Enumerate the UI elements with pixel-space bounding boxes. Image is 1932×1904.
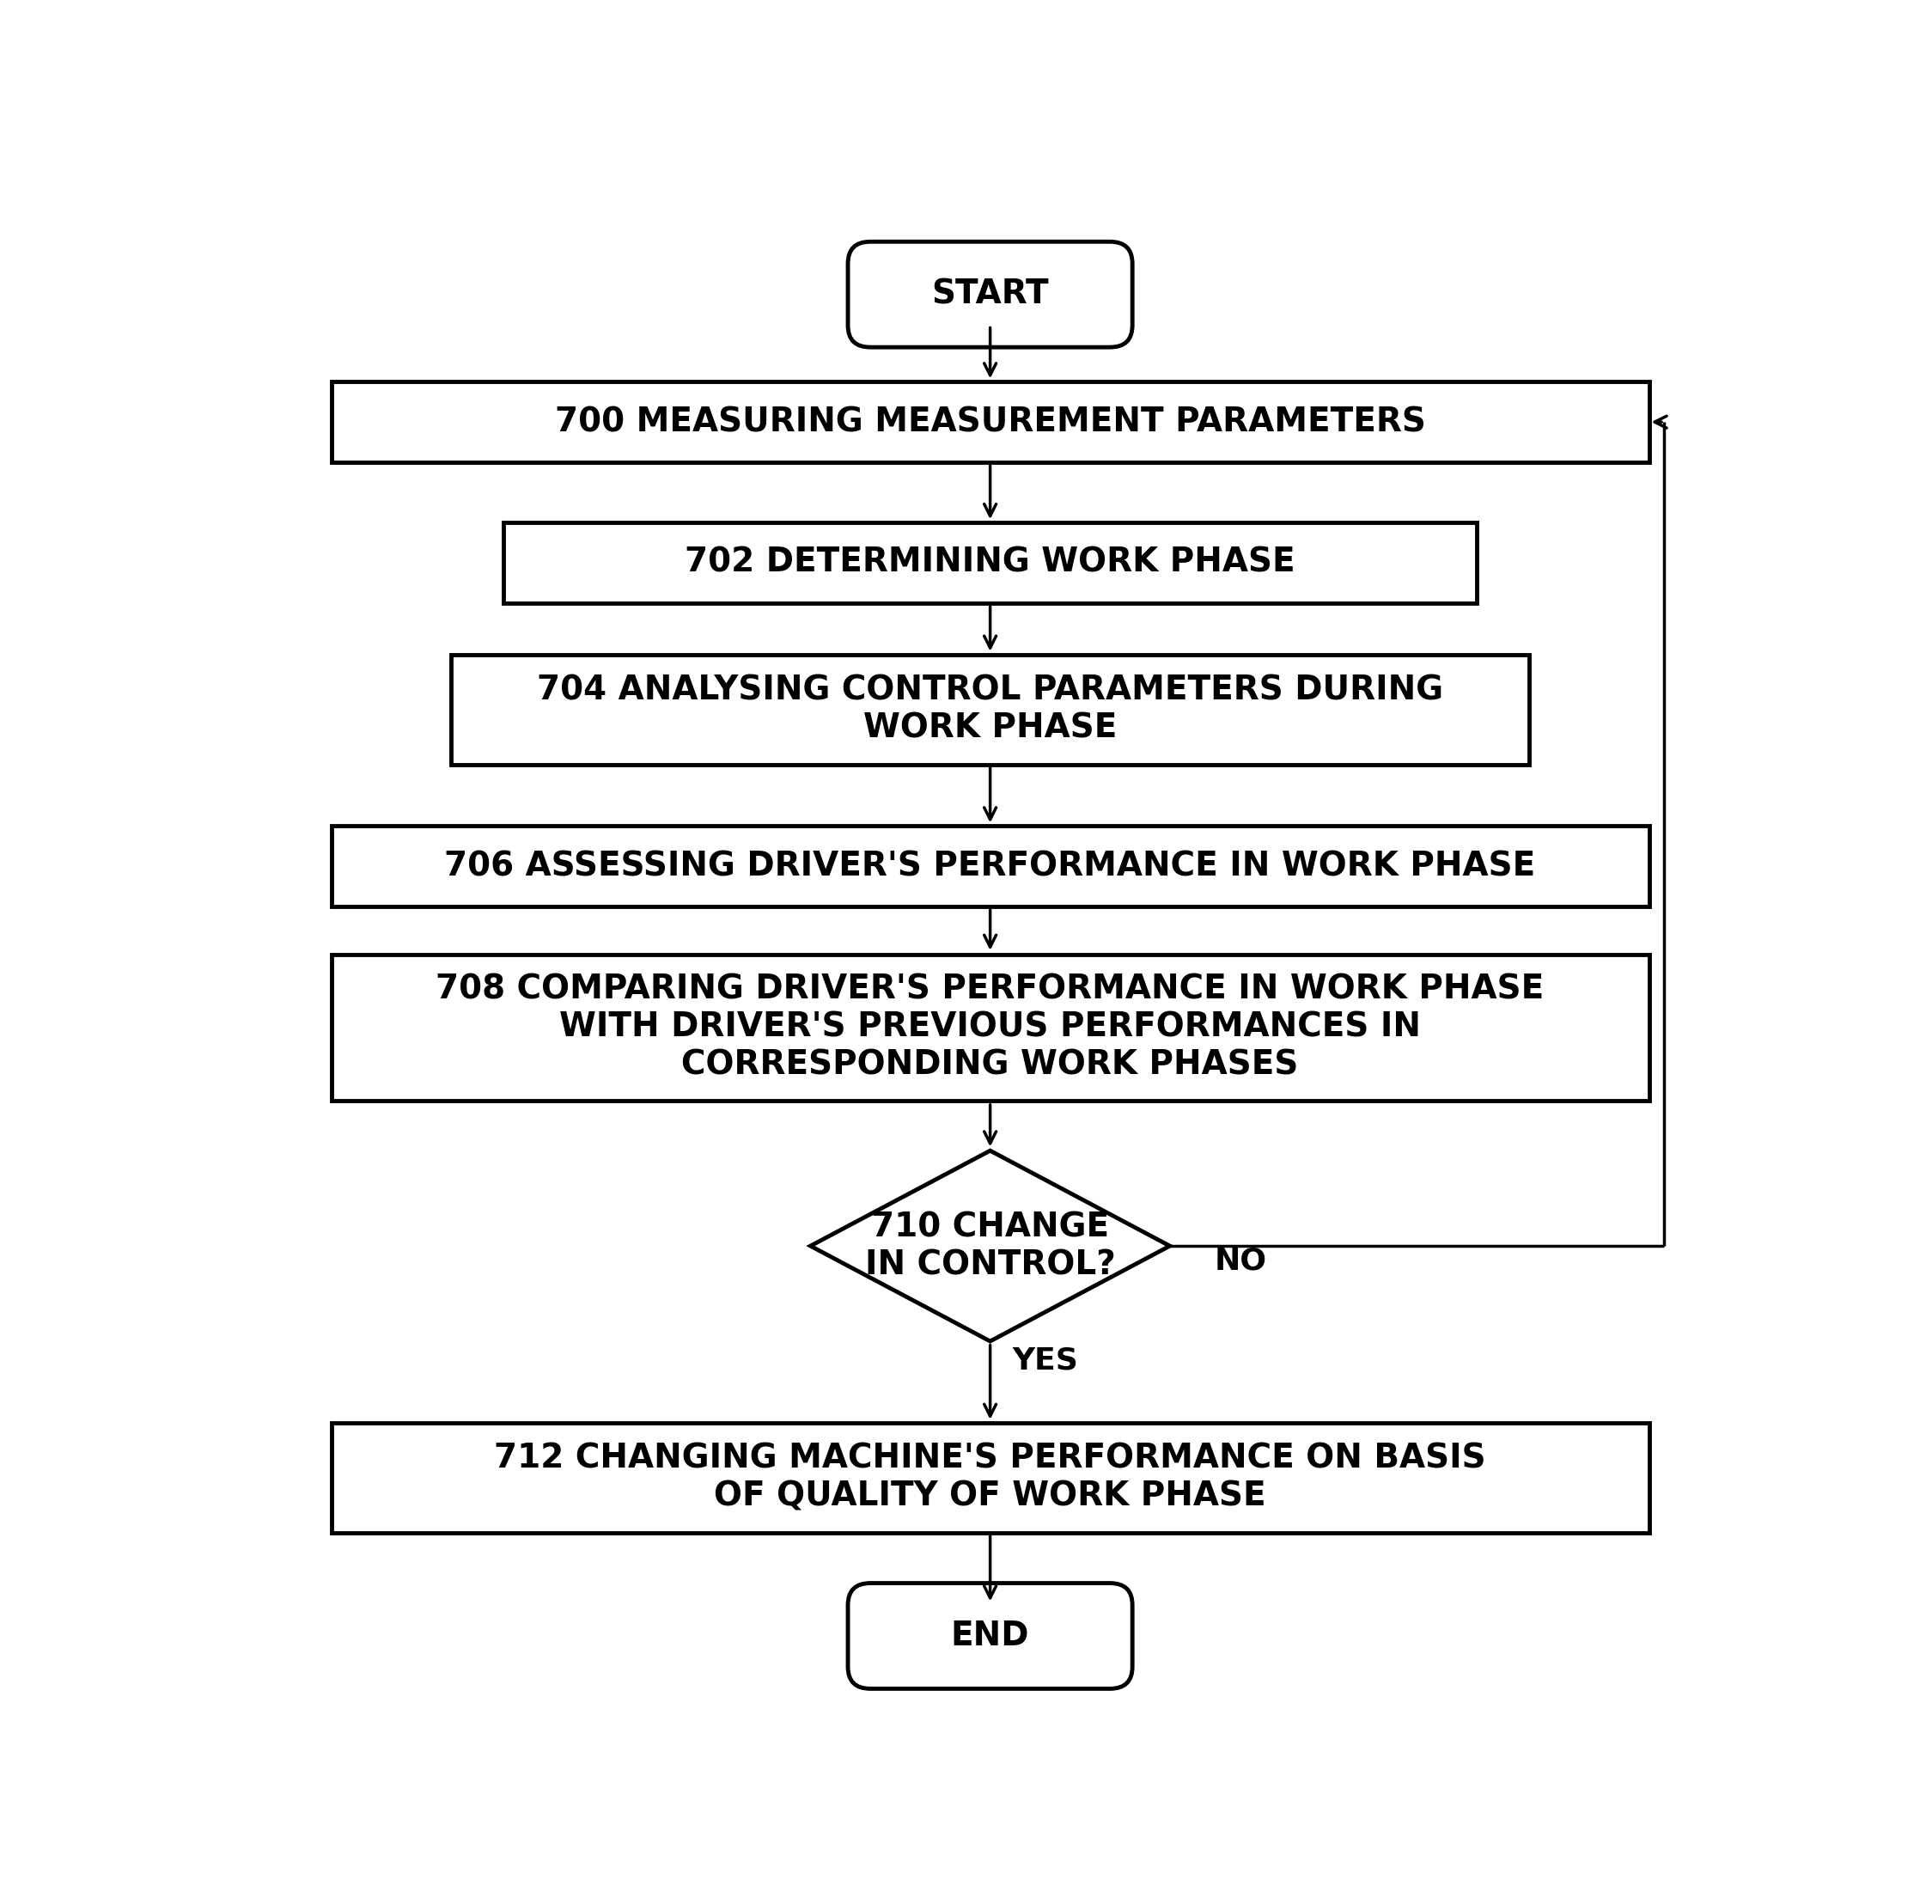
Text: END: END [951,1620,1030,1653]
FancyBboxPatch shape [848,1582,1132,1689]
Polygon shape [811,1150,1171,1340]
FancyBboxPatch shape [848,242,1132,347]
Text: 712 CHANGING MACHINE'S PERFORMANCE ON BASIS
OF QUALITY OF WORK PHASE: 712 CHANGING MACHINE'S PERFORMANCE ON BA… [495,1443,1486,1514]
Text: 702 DETERMINING WORK PHASE: 702 DETERMINING WORK PHASE [686,546,1294,579]
Text: START: START [931,278,1049,310]
Text: 700 MEASURING MEASUREMENT PARAMETERS: 700 MEASURING MEASUREMENT PARAMETERS [554,406,1426,438]
Bar [452,655,1530,764]
Bar [332,826,1650,906]
Text: 708 COMPARING DRIVER'S PERFORMANCE IN WORK PHASE
WITH DRIVER'S PREVIOUS PERFORMA: 708 COMPARING DRIVER'S PERFORMANCE IN WO… [437,973,1544,1081]
Bar [504,522,1476,604]
Bar [332,1422,1650,1533]
Bar [332,381,1650,463]
Text: YES: YES [1012,1346,1078,1375]
Text: 710 CHANGE
IN CONTROL?: 710 CHANGE IN CONTROL? [866,1211,1115,1281]
Text: 704 ANALYSING CONTROL PARAMETERS DURING
WORK PHASE: 704 ANALYSING CONTROL PARAMETERS DURING … [537,674,1443,744]
Bar [332,954,1650,1101]
Text: 706 ASSESSING DRIVER'S PERFORMANCE IN WORK PHASE: 706 ASSESSING DRIVER'S PERFORMANCE IN WO… [444,849,1536,883]
Text: NO: NO [1215,1245,1267,1276]
